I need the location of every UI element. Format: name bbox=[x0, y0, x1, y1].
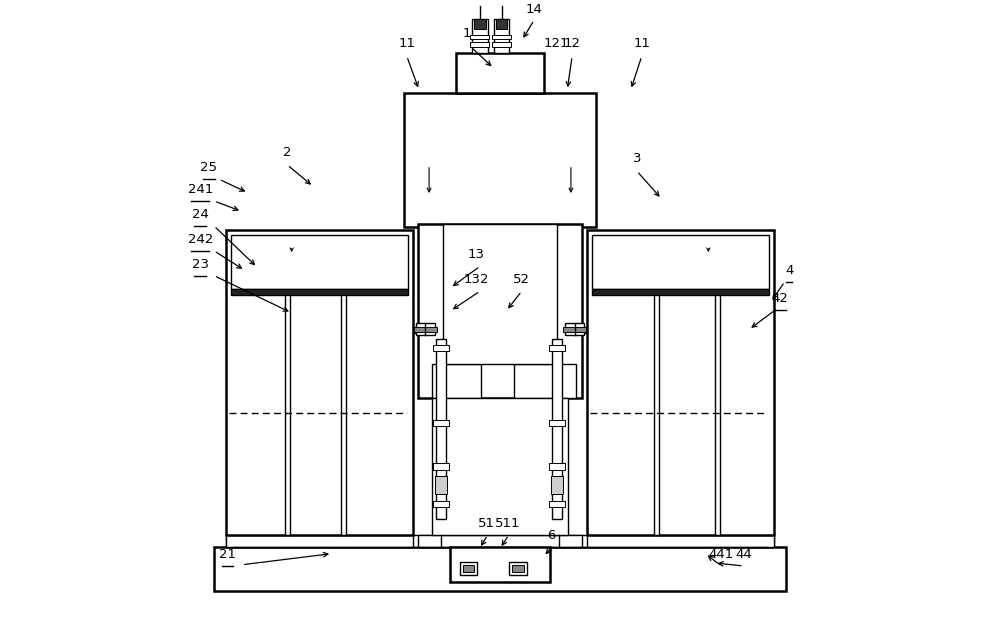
Text: 121: 121 bbox=[543, 37, 569, 50]
Bar bbox=[549, 463, 565, 470]
Text: 21: 21 bbox=[219, 548, 236, 561]
Bar bbox=[432, 364, 481, 398]
Text: 42: 42 bbox=[771, 292, 788, 305]
Text: 441: 441 bbox=[709, 548, 734, 561]
Bar bbox=[654, 261, 659, 535]
Bar bbox=[231, 235, 408, 289]
Bar bbox=[226, 535, 774, 547]
Text: 6: 6 bbox=[547, 529, 556, 542]
Bar bbox=[565, 323, 584, 335]
Bar bbox=[472, 19, 488, 53]
Bar bbox=[592, 295, 769, 411]
Bar bbox=[214, 547, 786, 591]
Bar bbox=[433, 463, 449, 470]
Bar bbox=[592, 235, 769, 289]
Bar bbox=[433, 501, 449, 507]
Text: 51: 51 bbox=[478, 517, 495, 530]
Bar bbox=[512, 565, 524, 572]
Bar bbox=[474, 19, 486, 29]
Bar bbox=[587, 230, 774, 535]
Bar bbox=[226, 230, 413, 535]
Bar bbox=[226, 535, 413, 547]
Bar bbox=[715, 261, 720, 535]
Bar bbox=[549, 345, 565, 351]
Text: 24: 24 bbox=[192, 208, 209, 221]
Bar bbox=[494, 19, 509, 53]
Bar bbox=[450, 547, 550, 582]
Bar bbox=[436, 339, 446, 519]
Bar bbox=[514, 364, 576, 398]
Bar bbox=[418, 224, 582, 398]
Bar bbox=[456, 53, 544, 93]
Bar bbox=[418, 535, 582, 547]
Bar bbox=[435, 476, 447, 494]
Bar bbox=[492, 42, 511, 47]
Text: 11: 11 bbox=[398, 37, 415, 50]
Bar bbox=[549, 501, 565, 507]
Bar bbox=[463, 565, 474, 572]
Bar bbox=[414, 327, 437, 332]
Text: 132: 132 bbox=[464, 273, 489, 286]
Text: 25: 25 bbox=[200, 161, 217, 174]
Bar bbox=[443, 224, 557, 364]
Bar bbox=[416, 323, 435, 335]
Text: 242: 242 bbox=[188, 233, 213, 246]
Bar bbox=[552, 339, 562, 519]
Bar bbox=[551, 476, 563, 494]
Text: 2: 2 bbox=[283, 146, 292, 159]
Text: 3: 3 bbox=[633, 152, 641, 165]
Bar bbox=[492, 35, 511, 39]
Bar bbox=[231, 295, 408, 411]
Text: 12: 12 bbox=[564, 37, 581, 50]
Text: 13: 13 bbox=[468, 248, 485, 261]
Text: 511: 511 bbox=[495, 517, 520, 530]
Bar bbox=[563, 327, 586, 332]
Text: 14: 14 bbox=[526, 2, 543, 16]
Bar bbox=[549, 420, 565, 426]
Bar bbox=[496, 19, 507, 29]
Bar bbox=[404, 93, 596, 227]
Bar bbox=[509, 562, 527, 575]
Bar bbox=[231, 289, 408, 295]
Text: 52: 52 bbox=[513, 273, 530, 286]
Bar bbox=[470, 35, 489, 39]
Text: 1: 1 bbox=[463, 27, 471, 40]
Bar bbox=[460, 562, 477, 575]
Bar bbox=[587, 535, 774, 547]
Text: 241: 241 bbox=[188, 183, 213, 196]
Text: 4: 4 bbox=[785, 264, 793, 277]
Text: 11: 11 bbox=[633, 37, 650, 50]
Text: 23: 23 bbox=[192, 258, 209, 271]
Bar bbox=[433, 345, 449, 351]
Bar bbox=[341, 261, 346, 535]
Bar bbox=[433, 420, 449, 426]
Bar bbox=[470, 42, 489, 47]
Bar bbox=[432, 398, 568, 535]
Bar bbox=[285, 261, 290, 535]
Bar bbox=[592, 289, 769, 295]
Text: 44: 44 bbox=[735, 548, 752, 561]
